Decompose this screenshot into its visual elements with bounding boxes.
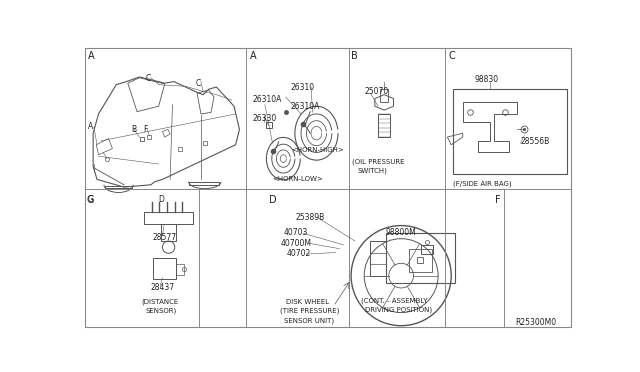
- Text: DRIVING POSITION): DRIVING POSITION): [365, 307, 432, 313]
- Bar: [371, 241, 386, 276]
- Text: 25389B: 25389B: [296, 212, 325, 221]
- Text: 98800M: 98800M: [386, 228, 417, 237]
- Text: 26310A: 26310A: [253, 95, 282, 104]
- Bar: [421, 245, 433, 254]
- Text: (OIL PRESSURE: (OIL PRESSURE: [352, 158, 404, 165]
- Bar: [144, 212, 193, 224]
- Bar: [386, 233, 455, 283]
- Text: F: F: [143, 125, 148, 135]
- Text: F: F: [495, 195, 500, 205]
- Text: R25300M0: R25300M0: [515, 318, 556, 327]
- Text: D: D: [159, 195, 164, 204]
- Text: DISK WHEEL: DISK WHEEL: [285, 299, 329, 305]
- Bar: [176, 264, 184, 275]
- Text: 26310A: 26310A: [291, 102, 319, 111]
- Text: G: G: [87, 195, 95, 205]
- Text: 28437: 28437: [151, 283, 175, 292]
- Text: (TIRE PRESSURE): (TIRE PRESSURE): [280, 308, 340, 314]
- Text: 40703: 40703: [284, 228, 308, 237]
- Text: B: B: [132, 125, 137, 135]
- Text: 40702: 40702: [287, 250, 310, 259]
- Text: C: C: [448, 51, 455, 61]
- Bar: [378, 114, 390, 137]
- Text: 25070: 25070: [364, 87, 388, 96]
- Text: A: A: [88, 51, 94, 61]
- Text: A: A: [250, 51, 256, 61]
- Text: A: A: [88, 122, 93, 131]
- Bar: [452, 89, 566, 174]
- Text: 28577: 28577: [152, 233, 177, 242]
- Text: (DISTANCE: (DISTANCE: [141, 299, 179, 305]
- Bar: [409, 249, 432, 272]
- Text: SENSOR UNIT): SENSOR UNIT): [284, 317, 334, 324]
- Text: 26310: 26310: [291, 83, 314, 92]
- Text: SENSOR): SENSOR): [145, 308, 177, 314]
- Text: D: D: [269, 195, 277, 205]
- Text: SWITCH): SWITCH): [357, 168, 387, 174]
- Text: 40700M: 40700M: [280, 240, 311, 248]
- Text: B: B: [351, 51, 358, 61]
- Bar: [161, 224, 176, 241]
- Text: <HORN-HIGH>: <HORN-HIGH>: [291, 147, 344, 153]
- Text: <HORN-LOW>: <HORN-LOW>: [273, 176, 323, 182]
- Text: C: C: [145, 74, 151, 83]
- Bar: [380, 89, 388, 102]
- Text: 28556B: 28556B: [520, 137, 550, 146]
- Text: G: G: [88, 195, 93, 204]
- Text: (CONT. - ASSEMBLY: (CONT. - ASSEMBLY: [361, 297, 428, 304]
- Bar: [153, 258, 176, 279]
- Text: C: C: [196, 79, 201, 88]
- Text: (F/SIDE AIR BAG): (F/SIDE AIR BAG): [452, 181, 511, 187]
- Text: 26330: 26330: [253, 114, 276, 123]
- Text: 98830: 98830: [474, 76, 499, 84]
